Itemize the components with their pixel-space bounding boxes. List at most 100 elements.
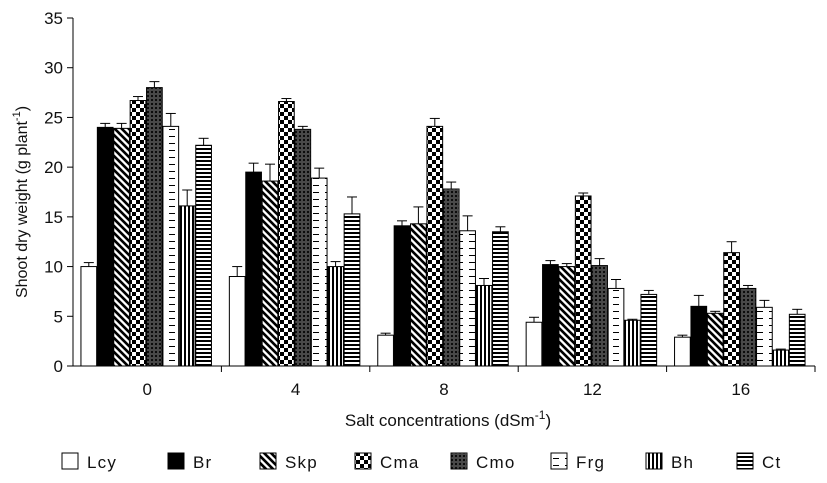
bar-cma-12 bbox=[574, 195, 592, 367]
error-bar bbox=[429, 117, 440, 127]
error-bar bbox=[462, 215, 473, 231]
x-axis-title: Salt concentrations (dSm-1) bbox=[345, 408, 551, 430]
error-bar bbox=[149, 81, 160, 88]
error-bar bbox=[116, 122, 127, 129]
bar-skp-4 bbox=[261, 180, 279, 367]
error-bar bbox=[413, 206, 424, 224]
error-bar bbox=[677, 334, 688, 338]
legend-swatch bbox=[736, 452, 754, 470]
error-bar bbox=[182, 189, 193, 206]
bar-br-4 bbox=[245, 171, 262, 367]
y-axis-title: Shoot dry weight (g plant-1) bbox=[11, 106, 31, 298]
error-bar bbox=[726, 241, 737, 253]
bar-cmo-16 bbox=[739, 287, 757, 367]
bar-bh-4 bbox=[327, 266, 344, 367]
legend-item-ct: Ct bbox=[736, 452, 781, 472]
error-bar bbox=[100, 122, 111, 128]
y-axis-title-text: Shoot dry weight (g plant bbox=[14, 121, 31, 299]
bar-cmo-0 bbox=[146, 87, 163, 367]
error-bar bbox=[248, 162, 259, 173]
error-bar bbox=[330, 261, 341, 267]
bar-cma-4 bbox=[278, 101, 295, 367]
bar-lcy-4 bbox=[228, 276, 246, 367]
error-bar bbox=[561, 263, 572, 267]
error-bar bbox=[792, 308, 803, 315]
x-tick-label: 8 bbox=[439, 380, 448, 399]
bar-lcy-16 bbox=[674, 336, 691, 367]
y-tick-label: 25 bbox=[44, 108, 63, 127]
bar-ct-0 bbox=[195, 144, 212, 367]
legend-swatch bbox=[550, 452, 568, 470]
error-bar bbox=[83, 262, 94, 267]
legend-item-lcy: Lcy bbox=[61, 452, 116, 472]
bar-ct-16 bbox=[788, 313, 806, 367]
legend-item-br: Br bbox=[167, 452, 212, 472]
error-bar bbox=[265, 163, 275, 182]
bar-br-8 bbox=[393, 225, 411, 367]
bar-ct-8 bbox=[492, 231, 509, 367]
legend-swatch bbox=[167, 452, 185, 470]
error-bar bbox=[314, 167, 325, 179]
legend-label: Frg bbox=[576, 453, 605, 472]
error-bar bbox=[133, 96, 143, 101]
y-tick-label: 5 bbox=[54, 307, 63, 326]
legend-label: Cma bbox=[380, 453, 420, 472]
legend-label: Ct bbox=[762, 453, 781, 472]
error-bar bbox=[743, 284, 753, 289]
bar-cmo-8 bbox=[442, 188, 460, 367]
error-bar bbox=[479, 278, 489, 286]
x-tick-label: 16 bbox=[731, 380, 750, 399]
error-bar bbox=[759, 299, 770, 308]
error-bar bbox=[446, 181, 457, 190]
y-tick-label: 10 bbox=[44, 258, 63, 277]
x-axis-title-close: ) bbox=[545, 411, 551, 430]
bar-lcy-0 bbox=[80, 266, 98, 367]
bar-br-0 bbox=[96, 126, 114, 367]
y-axis-title-close: ) bbox=[14, 106, 31, 111]
y-tick-label: 20 bbox=[44, 158, 63, 177]
bar-frg-16 bbox=[756, 306, 773, 367]
bar-bh-0 bbox=[178, 205, 196, 367]
bar-cma-8 bbox=[426, 125, 444, 367]
error-bar bbox=[693, 294, 704, 307]
error-bar bbox=[397, 220, 407, 226]
error-bar bbox=[643, 289, 654, 295]
error-bar bbox=[297, 125, 308, 130]
bar-br-16 bbox=[690, 305, 708, 367]
legend-label: Bh bbox=[671, 453, 694, 472]
legend-item-frg: Frg bbox=[550, 452, 605, 472]
bar-bh-16 bbox=[772, 349, 790, 367]
bar-frg-8 bbox=[459, 230, 476, 367]
bar-lcy-8 bbox=[377, 334, 394, 367]
bar-skp-8 bbox=[410, 223, 427, 367]
bar-lcy-12 bbox=[525, 321, 543, 367]
error-bar bbox=[165, 112, 176, 127]
error-bar bbox=[611, 278, 621, 289]
legend-item-cma: Cma bbox=[354, 452, 420, 472]
error-bar bbox=[347, 196, 357, 214]
y-tick-label: 35 bbox=[44, 9, 63, 28]
bar-bh-8 bbox=[475, 284, 493, 367]
legend-item-bh: Bh bbox=[645, 452, 694, 472]
bar-skp-12 bbox=[558, 266, 576, 367]
error-bar bbox=[627, 318, 638, 321]
legend-swatch bbox=[354, 452, 372, 470]
bar-cmo-4 bbox=[294, 128, 312, 367]
legend-label: Br bbox=[193, 453, 212, 472]
bar-skp-0 bbox=[113, 127, 130, 367]
bar-cma-0 bbox=[129, 100, 147, 367]
error-bar bbox=[281, 98, 292, 102]
x-tick-label: 0 bbox=[142, 380, 151, 399]
bar-frg-4 bbox=[310, 177, 328, 367]
y-axis-title-sup: -1 bbox=[11, 111, 23, 121]
legend-item-cmo: Cmo bbox=[450, 452, 516, 472]
plot-area: 0 5 10 15 20 25 30 35 0 4 8 12 16 bbox=[44, 9, 816, 399]
bar-ct-12 bbox=[640, 293, 658, 367]
legend-label: Skp bbox=[285, 453, 318, 472]
error-bar bbox=[529, 316, 539, 323]
bar-br-12 bbox=[542, 264, 559, 367]
legend-label: Cmo bbox=[476, 453, 516, 472]
legend-item-skp: Skp bbox=[259, 452, 318, 472]
bar-skp-16 bbox=[706, 312, 724, 367]
